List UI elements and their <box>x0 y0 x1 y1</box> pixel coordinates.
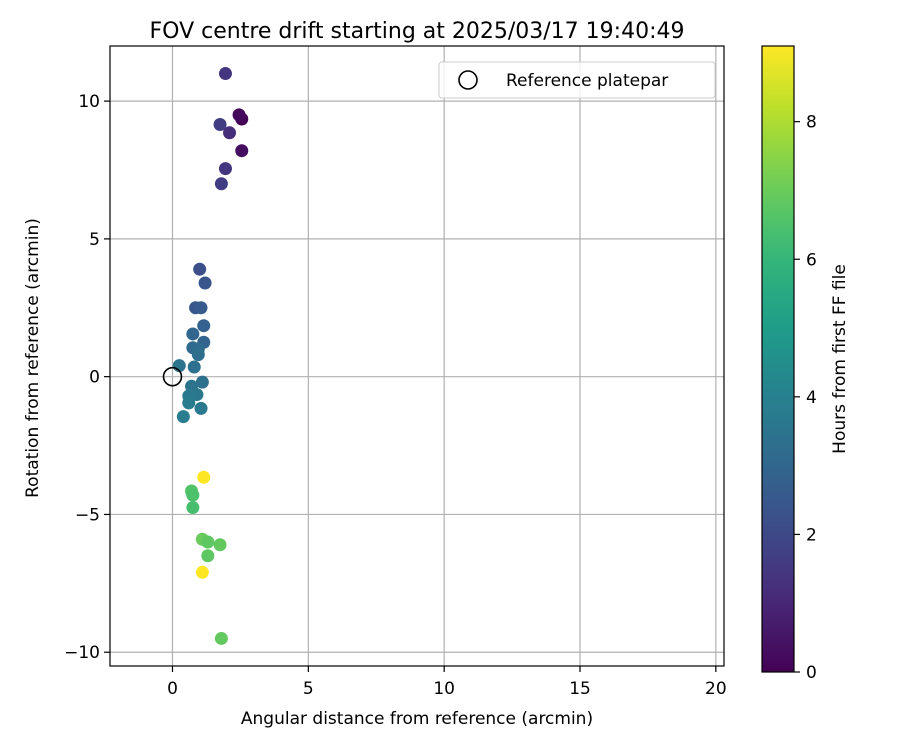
data-point <box>194 301 208 315</box>
data-point <box>182 396 196 410</box>
legend-box <box>438 61 716 99</box>
data-point <box>191 348 205 362</box>
data-point <box>186 488 200 502</box>
y-tick-label: −5 <box>75 505 100 525</box>
colorbar-tick-label: 8 <box>806 113 817 133</box>
reference-platepar-marker <box>162 366 183 387</box>
data-point <box>186 327 200 341</box>
x-tick-label: 20 <box>705 679 727 699</box>
colorbar-tick-label: 4 <box>806 388 817 408</box>
data-point <box>197 319 211 333</box>
x-tick-label: 15 <box>569 679 591 699</box>
data-point <box>176 410 190 424</box>
data-point <box>193 262 207 276</box>
data-point <box>214 177 228 191</box>
data-point <box>214 631 228 645</box>
data-point <box>223 126 237 140</box>
legend-label: Reference platepar <box>506 71 668 91</box>
data-point <box>213 118 227 132</box>
data-point <box>201 549 215 563</box>
colorbar-tick-label: 6 <box>806 250 817 270</box>
colorbar-ticks: 0 2 4 6 8 <box>794 113 817 683</box>
colorbar: 0 2 4 6 8 Hours from first FF file <box>761 45 850 683</box>
colorbar-bar <box>761 45 795 673</box>
x-tick-label: 5 <box>303 679 314 699</box>
grid <box>110 46 724 666</box>
y-tick-label: 10 <box>78 92 100 112</box>
plot-frame <box>109 45 725 667</box>
data-point <box>195 565 209 579</box>
x-axis-label: Angular distance from reference (arcmin) <box>241 709 593 729</box>
y-tick-label: −10 <box>64 643 100 663</box>
data-point <box>235 144 249 158</box>
colorbar-tick-label: 0 <box>806 663 817 683</box>
colorbar-tick-label: 2 <box>806 525 817 545</box>
legend-marker <box>458 70 478 90</box>
data-point <box>198 276 212 290</box>
legend: Reference platepar <box>438 61 716 99</box>
data-point <box>197 470 211 484</box>
data-point <box>187 360 201 374</box>
x-tick-label: 0 <box>167 679 178 699</box>
y-tick-label: 5 <box>89 230 100 250</box>
chart-title: FOV centre drift starting at 2025/03/17 … <box>150 19 685 44</box>
data-point <box>218 162 232 176</box>
y-axis-ticks: −10 −5 0 5 10 <box>64 92 110 663</box>
x-axis-ticks: 0 5 10 15 20 <box>167 666 727 699</box>
data-point <box>186 501 200 515</box>
data-point <box>213 538 227 552</box>
data-point <box>194 401 208 415</box>
data-point <box>232 108 246 122</box>
y-tick-label: 0 <box>89 368 100 388</box>
y-axis-label: Rotation from reference (arcmin) <box>23 218 43 498</box>
x-tick-label: 10 <box>433 679 455 699</box>
data-point <box>195 375 209 389</box>
colorbar-label: Hours from first FF file <box>830 264 850 454</box>
data-points <box>172 67 249 645</box>
data-point <box>218 67 232 81</box>
data-point <box>201 535 215 549</box>
